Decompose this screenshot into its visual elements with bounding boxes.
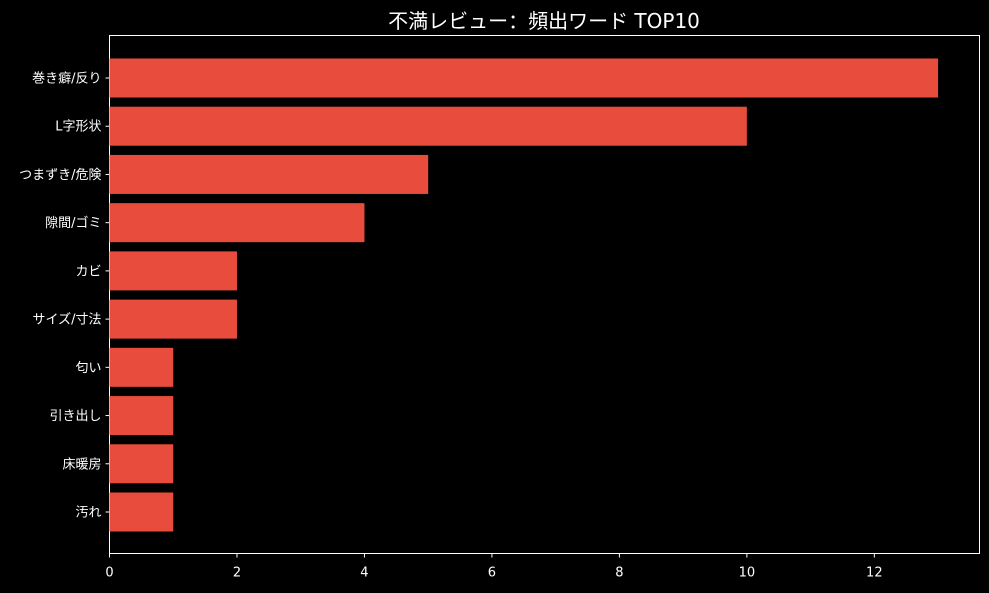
x-tick-label-4: 4: [360, 566, 368, 581]
bar-8: [109, 396, 174, 436]
y-axis-ticks: 巻き癖/反り L字形状つまずき/危険隙間/ゴミカビサイズ/寸法匂い引き出し床暖房汚…: [19, 71, 110, 521]
x-tick-label-12: 12: [866, 566, 883, 581]
bar-9: [109, 444, 174, 484]
bar-5: [109, 251, 237, 291]
bar-7: [109, 347, 174, 387]
y-tick-label-3: つまずき/危険: [19, 168, 101, 183]
bar-6: [109, 299, 237, 339]
bar-4: [109, 203, 365, 243]
y-tick-label-9: 床暖房: [62, 456, 101, 472]
y-tick-label-10: 汚れ: [75, 506, 101, 521]
x-axis-ticks: 0 2 4 6 8 10 12: [105, 553, 883, 581]
x-tick-label-6: 6: [488, 566, 496, 581]
y-tick-label-6: サイズ/寸法: [33, 312, 102, 328]
y-tick-label-8: 引き出し: [49, 409, 101, 424]
bars-group: [109, 58, 939, 532]
y-tick-label-2: L字形状: [55, 120, 101, 135]
y-tick-label-1: 巻き癖/反り: [32, 71, 101, 87]
y-tick-label-7: 匂い: [75, 361, 101, 376]
x-tick-label-0: 0: [105, 566, 113, 581]
bar-3: [109, 154, 429, 194]
bar-2: [109, 106, 747, 146]
x-tick-label-10: 10: [739, 566, 756, 581]
bar-1: [109, 58, 939, 98]
x-tick-label-8: 8: [615, 566, 623, 581]
plot-frame: [109, 35, 980, 554]
y-tick-label-4: 隙間/ゴミ: [45, 215, 101, 231]
y-tick-label-5: カビ: [75, 264, 101, 279]
bar-10: [109, 492, 174, 532]
x-tick-label-2: 2: [233, 566, 241, 581]
chart-title: 不満レビュー：頻出ワード TOP10: [388, 9, 700, 33]
